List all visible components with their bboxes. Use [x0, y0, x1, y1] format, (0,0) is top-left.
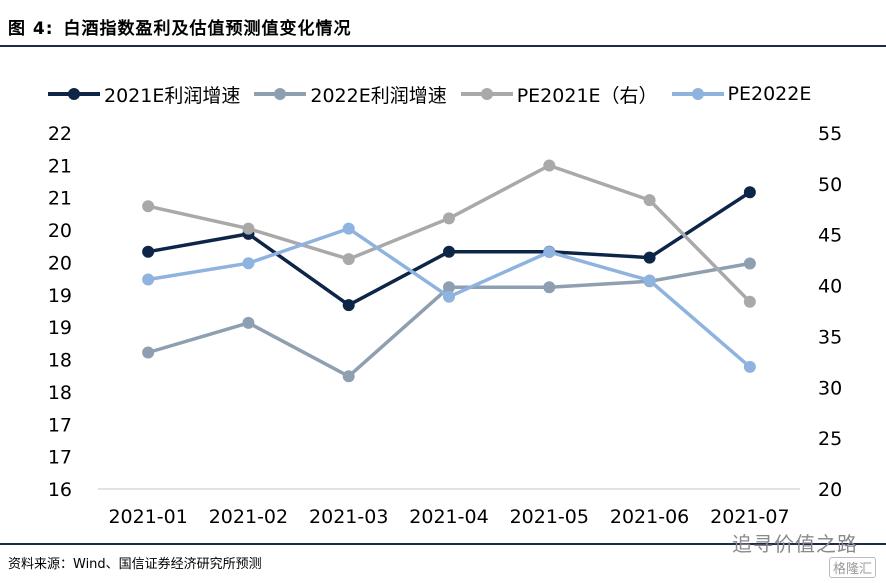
- right-axis-tick-label: 20: [818, 479, 842, 501]
- left-axis-tick-label: 20: [48, 220, 72, 242]
- bottom-rule: [0, 543, 886, 545]
- left-axis-tick-label: 17: [48, 414, 72, 436]
- right-axis-tick-label: 35: [818, 326, 842, 348]
- right-axis-tick-label: 55: [818, 123, 842, 145]
- data-point-series-1: [543, 281, 556, 294]
- legend-swatch-2022e-profit: [254, 88, 307, 100]
- data-point-series-3: [242, 257, 255, 270]
- x-axis-tick-label: 2021-01: [108, 506, 187, 528]
- data-point-series-3: [342, 222, 355, 235]
- x-axis-tick-label: 2021-04: [409, 506, 488, 528]
- data-point-series-1: [443, 281, 455, 294]
- right-axis-tick-label: 50: [818, 174, 842, 196]
- figure-title: 白酒指数盈利及估值预测值变化情况: [63, 19, 352, 39]
- legend-item-2022e-profit: 2022E利润增速: [254, 81, 447, 108]
- legend-label-pe2021e: PE2021E（右）: [516, 84, 658, 107]
- legend-swatch-2021e-profit: [48, 88, 100, 100]
- right-axis-tick-label: 40: [818, 276, 842, 298]
- data-point-series-0: [643, 251, 656, 264]
- data-point-series-2: [443, 212, 455, 225]
- legend-label-2021e-profit: 2021E利润增速: [104, 84, 241, 107]
- data-point-series-3: [643, 274, 656, 287]
- data-point-series-1: [242, 316, 255, 329]
- data-point-series-1: [743, 257, 756, 270]
- chart-title: 图 4: 白酒指数盈利及估值预测值变化情况: [8, 14, 352, 39]
- x-axis-tick-label: 2021-02: [209, 506, 288, 528]
- left-axis-tick-label: 18: [48, 350, 72, 372]
- left-axis-tick-label: 18: [48, 382, 72, 404]
- data-point-series-0: [443, 245, 455, 258]
- left-axis-tick-label: 22: [48, 123, 72, 145]
- legend-item-pe2021e: PE2021E（右）: [460, 81, 658, 108]
- legend-swatch-pe2021e: [460, 88, 513, 100]
- data-point-series-2: [242, 222, 255, 235]
- legend-label-2022e-profit: 2022E利润增速: [310, 84, 447, 107]
- x-axis-tick-label: 2021-05: [510, 506, 589, 528]
- data-point-series-2: [342, 253, 355, 266]
- data-point-series-2: [142, 200, 155, 213]
- right-axis-tick-label: 30: [818, 377, 842, 399]
- right-axis-tick-label: 45: [818, 225, 842, 247]
- x-axis-tick-label: 2021-03: [309, 506, 388, 528]
- data-point-series-0: [743, 186, 756, 199]
- x-axis-tick-label: 2021-07: [710, 506, 789, 528]
- legend-item-2021e-profit: 2021E利润增速: [48, 81, 240, 108]
- logo: 格隆汇: [828, 557, 876, 578]
- data-point-series-2: [643, 194, 656, 207]
- left-axis-tick-label: 16: [48, 479, 72, 501]
- data-point-series-1: [142, 346, 155, 359]
- series-line-1: [147, 261, 751, 379]
- data-point-series-3: [743, 360, 756, 373]
- legend: 2021E利润增速 2022E利润增速 PE2021E（右） PE2022E: [48, 81, 825, 108]
- left-axis-tick-label: 19: [48, 317, 72, 339]
- source-note: 资料来源：Wind、国信证券经济研究所预测: [8, 557, 262, 572]
- data-point-series-2: [743, 295, 756, 308]
- data-point-series-3: [543, 246, 556, 258]
- data-point-series-1: [342, 370, 355, 383]
- left-axis-tick-label: 20: [48, 252, 72, 274]
- data-point-series-3: [142, 273, 155, 286]
- top-rule: [0, 45, 886, 47]
- data-point-series-0: [342, 299, 355, 312]
- watermark-text: 追寻价值之路: [732, 532, 858, 556]
- legend-label-pe2022e: PE2022E: [727, 83, 812, 105]
- data-point-series-3: [443, 290, 455, 303]
- right-axis-tick-label: 25: [818, 428, 842, 450]
- legend-item-pe2022e: PE2022E: [671, 83, 812, 105]
- left-axis-tick-label: 19: [48, 285, 72, 307]
- left-axis-tick-label: 17: [48, 447, 72, 469]
- left-axis-tick-label: 21: [48, 155, 72, 177]
- figure-label: 图 4:: [8, 19, 54, 39]
- data-point-series-2: [543, 159, 556, 172]
- legend-swatch-pe2022e: [671, 88, 724, 100]
- x-axis-tick-label: 2021-06: [610, 506, 689, 528]
- left-axis-tick-label: 21: [48, 188, 72, 210]
- data-point-series-0: [142, 245, 155, 258]
